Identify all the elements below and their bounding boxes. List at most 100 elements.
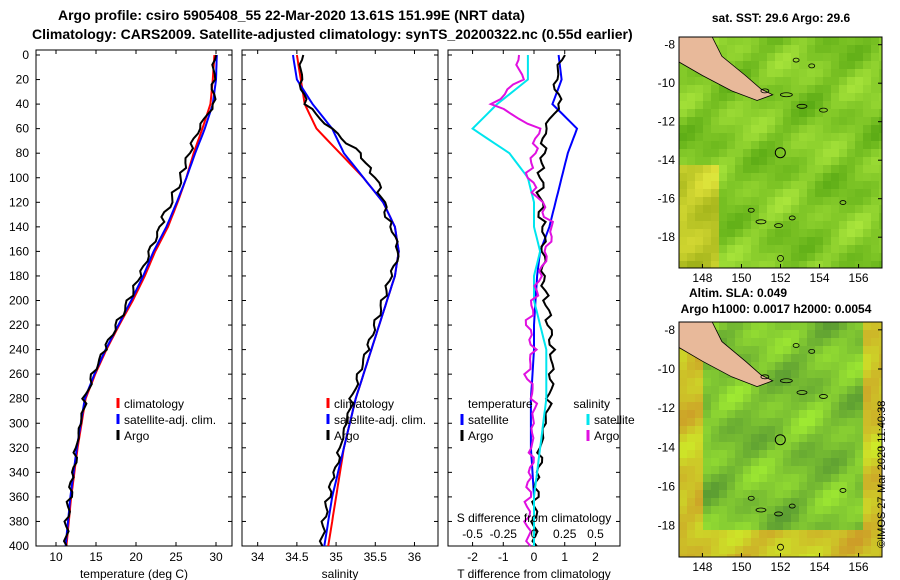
map-cell — [799, 434, 808, 443]
map-cell — [847, 173, 856, 182]
map-cell — [823, 554, 832, 557]
map-cell — [823, 237, 832, 246]
map-cell — [815, 149, 824, 158]
map-cell — [767, 117, 776, 126]
map-cell — [871, 221, 880, 230]
map-cell — [839, 141, 848, 150]
map-cell — [799, 213, 808, 222]
map-cell — [855, 362, 864, 371]
map-cell — [775, 338, 784, 347]
map-cell — [807, 370, 816, 379]
map-cell — [687, 237, 696, 246]
map-cell — [687, 85, 696, 94]
map-cell — [759, 498, 768, 507]
map-cell — [815, 93, 824, 102]
map-cell — [839, 253, 848, 262]
map-cell — [735, 189, 744, 198]
map-cell — [767, 189, 776, 198]
map-cell — [711, 205, 720, 214]
island-outline — [747, 207, 755, 213]
map-cell — [735, 37, 744, 46]
map-cell — [743, 514, 752, 523]
map-cell — [863, 538, 872, 547]
map-cell — [863, 546, 872, 555]
map-cell — [855, 498, 864, 507]
map-cell — [759, 221, 768, 230]
depth-tick-label: 180 — [9, 269, 29, 283]
map-cell — [863, 514, 872, 523]
map-cell — [783, 466, 792, 475]
island-outline — [774, 511, 783, 517]
map-cell — [743, 530, 752, 539]
map-cell — [767, 538, 776, 547]
map-cell — [695, 538, 704, 547]
map-cell — [847, 498, 856, 507]
map-cell — [855, 442, 864, 451]
map-cell — [783, 253, 792, 262]
map-cell — [679, 474, 688, 483]
map-cell — [703, 157, 712, 166]
map-cell — [831, 370, 840, 379]
map-cell — [767, 245, 776, 254]
map-cell — [759, 165, 768, 174]
map-cell — [799, 101, 808, 110]
map-cell — [807, 245, 816, 254]
map-cell — [719, 322, 728, 331]
map-cell — [751, 173, 760, 182]
map-cell — [711, 141, 720, 150]
map-cell — [719, 434, 728, 443]
map-cell — [783, 410, 792, 419]
map-cell — [807, 554, 816, 557]
map-cell — [807, 69, 816, 78]
top-axis-tick-label: 0.25 — [553, 527, 577, 541]
map-cell — [767, 181, 776, 190]
map-cell — [767, 402, 776, 411]
map-cell — [679, 93, 688, 102]
map-cell — [871, 141, 880, 150]
map-cell — [687, 221, 696, 230]
map-cell — [831, 394, 840, 403]
depth-tick-label: 120 — [9, 195, 29, 209]
map-cell — [743, 45, 752, 54]
map-cell — [759, 173, 768, 182]
map-cell — [799, 141, 808, 150]
map-cell — [711, 514, 720, 523]
map-cell — [863, 85, 872, 94]
depth-tick-label: 0 — [22, 48, 29, 62]
map-cell — [719, 189, 728, 198]
imos-timestamp: ©IMOS 27-Mar-2020 11:40:38 — [876, 400, 888, 548]
map-cell — [711, 466, 720, 475]
map-cell — [847, 189, 856, 198]
map-cell — [783, 173, 792, 182]
map-cell — [855, 77, 864, 86]
island-outline — [779, 92, 793, 98]
legend-label: Argo — [124, 429, 150, 443]
map-cell — [687, 466, 696, 475]
map-cell — [823, 61, 832, 70]
map-cell — [767, 237, 776, 246]
map-cell — [863, 141, 872, 150]
map-cell — [759, 546, 768, 555]
map-cell — [831, 133, 840, 142]
map-cell — [767, 45, 776, 54]
map-cell — [743, 410, 752, 419]
map-cell — [871, 261, 880, 268]
map-cell — [719, 402, 728, 411]
map-cell — [767, 386, 776, 395]
map-cell — [783, 442, 792, 451]
map-cell — [751, 354, 760, 363]
map-cell — [727, 189, 736, 198]
map-cell — [759, 394, 768, 403]
map-cell — [735, 229, 744, 238]
map-cell — [831, 149, 840, 158]
map-cell — [791, 346, 800, 355]
map-cell — [743, 149, 752, 158]
map-cell — [839, 362, 848, 371]
map-cell — [807, 346, 816, 355]
map-cell — [711, 386, 720, 395]
map-cell — [855, 109, 864, 118]
map-cell — [751, 37, 760, 46]
map-cell — [831, 189, 840, 198]
map-cell — [703, 378, 712, 387]
map-cell — [719, 538, 728, 547]
